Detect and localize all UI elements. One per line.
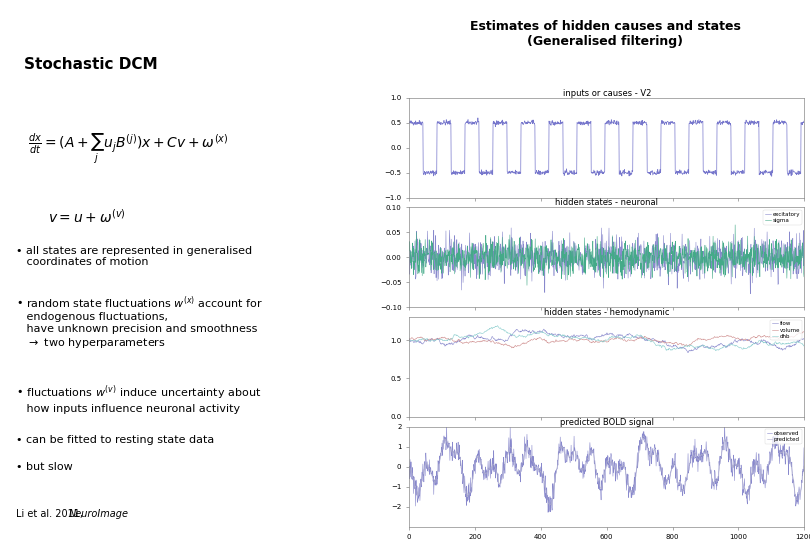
dhb xyxy=(538,329,548,335)
excitatory xyxy=(471,265,480,272)
Legend: flow, volume, dhb: flow, volume, dhb xyxy=(770,320,802,340)
sigma xyxy=(731,221,740,228)
sigma xyxy=(576,253,586,260)
Title: predicted BOLD signal: predicted BOLD signal xyxy=(560,417,654,427)
sigma xyxy=(522,282,532,288)
observed xyxy=(799,444,809,451)
predicted xyxy=(576,465,586,472)
dhb xyxy=(612,334,622,340)
excitatory xyxy=(620,263,630,269)
flow xyxy=(537,329,547,335)
sigma xyxy=(538,263,548,269)
volume xyxy=(620,337,630,343)
flow xyxy=(471,335,480,342)
Title: hidden states - neuronal: hidden states - neuronal xyxy=(555,198,659,207)
dhb xyxy=(404,339,414,345)
Text: • but slow: • but slow xyxy=(16,462,73,472)
volume xyxy=(538,336,548,343)
Text: NeuroImage: NeuroImage xyxy=(69,509,129,519)
observed xyxy=(537,480,547,486)
excitatory xyxy=(799,246,809,252)
Text: $v = u + \omega^{(v)}$: $v = u + \omega^{(v)}$ xyxy=(48,208,126,226)
dhb xyxy=(471,332,480,339)
Line: observed: observed xyxy=(409,423,804,512)
predicted xyxy=(404,464,414,470)
excitatory xyxy=(457,287,467,293)
Title: hidden states - hemodynamic: hidden states - hemodynamic xyxy=(544,308,669,317)
flow xyxy=(457,336,467,343)
excitatory xyxy=(538,249,548,256)
flow xyxy=(539,326,548,332)
flow xyxy=(799,336,809,342)
predicted xyxy=(457,463,467,469)
Text: Li et al. 2011,: Li et al. 2011, xyxy=(16,509,86,519)
predicted xyxy=(537,471,547,477)
excitatory xyxy=(506,225,516,231)
Text: • fluctuations $w^{(v)}$ induce uncertainty about
   how inputs influence neuron: • fluctuations $w^{(v)}$ induce uncertai… xyxy=(16,383,262,414)
sigma xyxy=(471,244,480,250)
predicted xyxy=(799,463,809,469)
dhb xyxy=(620,333,630,340)
volume xyxy=(404,335,414,341)
observed xyxy=(620,467,630,473)
Line: dhb: dhb xyxy=(409,326,804,350)
Text: • all states are represented in generalised
   coordinates of motion: • all states are represented in generali… xyxy=(16,246,252,267)
Line: flow: flow xyxy=(409,329,804,353)
Line: excitatory: excitatory xyxy=(409,228,804,294)
dhb xyxy=(799,343,809,349)
excitatory xyxy=(404,239,414,246)
sigma xyxy=(620,247,630,253)
Line: volume: volume xyxy=(409,332,804,348)
volume xyxy=(612,335,622,341)
volume xyxy=(507,345,517,351)
Legend: excitatory, sigma: excitatory, sigma xyxy=(764,210,802,225)
volume xyxy=(471,339,480,346)
observed xyxy=(471,455,480,462)
Title: inputs or causes - V2: inputs or causes - V2 xyxy=(562,89,651,98)
volume xyxy=(457,340,467,346)
Text: Estimates of hidden causes and states
(Generalised filtering): Estimates of hidden causes and states (G… xyxy=(470,20,741,48)
dhb xyxy=(457,334,467,340)
volume xyxy=(799,328,809,335)
Line: sigma: sigma xyxy=(409,225,804,285)
volume xyxy=(576,336,586,343)
Text: • can be fitted to resting state data: • can be fitted to resting state data xyxy=(16,435,215,445)
sigma xyxy=(404,248,414,254)
observed xyxy=(612,472,622,478)
Text: • random state fluctuations $w^{(x)}$ account for
   endogenous fluctuations,
  : • random state fluctuations $w^{(x)}$ ac… xyxy=(16,294,263,350)
flow xyxy=(620,333,630,340)
sigma xyxy=(799,274,809,280)
Text: $\frac{dx}{dt} = (A + \sum_j u_j B^{(j)})x + Cv + \omega^{(x)}$: $\frac{dx}{dt} = (A + \sum_j u_j B^{(j)}… xyxy=(28,132,228,167)
Line: predicted: predicted xyxy=(409,436,804,505)
sigma xyxy=(457,262,467,269)
excitatory xyxy=(576,251,586,258)
observed xyxy=(544,509,553,516)
flow xyxy=(404,336,414,343)
observed xyxy=(404,465,414,471)
observed xyxy=(720,420,730,427)
predicted xyxy=(612,469,622,476)
observed xyxy=(576,468,586,475)
sigma xyxy=(612,252,622,258)
flow xyxy=(612,332,622,339)
dhb xyxy=(492,322,502,329)
dhb xyxy=(711,347,721,354)
predicted xyxy=(620,465,630,471)
flow xyxy=(683,349,693,356)
flow xyxy=(576,332,586,338)
predicted xyxy=(544,502,554,509)
Legend: observed, predicted: observed, predicted xyxy=(765,429,802,444)
observed xyxy=(457,465,467,471)
excitatory xyxy=(612,242,622,249)
excitatory xyxy=(745,291,755,297)
predicted xyxy=(471,460,480,467)
dhb xyxy=(576,335,586,341)
predicted xyxy=(639,433,649,439)
Text: Stochastic DCM: Stochastic DCM xyxy=(24,57,158,72)
